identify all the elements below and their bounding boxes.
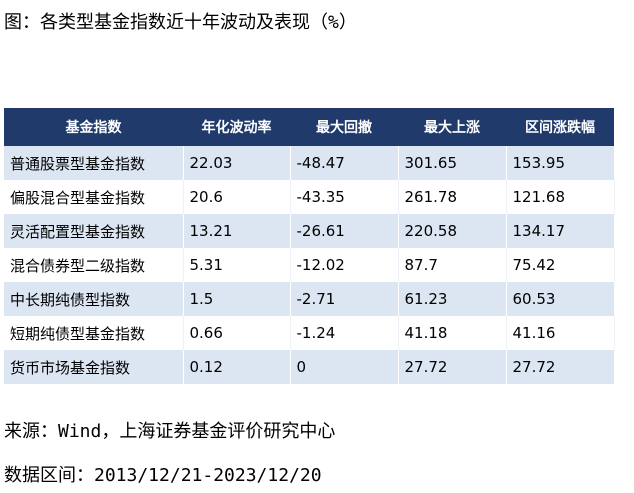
source: 来源：Wind，上海证券基金评价研究中心	[4, 421, 336, 442]
table-cell: 5.31	[183, 248, 291, 282]
column-header: 最大上涨	[398, 108, 506, 146]
table-cell: 261.78	[398, 180, 507, 214]
table-cell: 偏股混合型基金指数	[4, 180, 184, 214]
table-cell: 1.5	[183, 282, 291, 316]
table-row: 短期纯债型基金指数 0.66 -1.24 41.18 41.16	[4, 316, 615, 350]
table-cell: 短期纯债型基金指数	[4, 316, 184, 350]
table-cell: 20.6	[183, 180, 291, 214]
table-cell: 22.03	[183, 146, 291, 180]
table-row: 混合债券型二级指数 5.31 -12.02 87.7 75.42	[4, 248, 615, 282]
table-cell: -12.02	[290, 248, 399, 282]
table-cell: 27.72	[398, 350, 507, 384]
table-row: 普通股票型基金指数 22.03 -48.47 301.65 153.95	[4, 146, 615, 180]
table-row: 货币市场基金指数 0.12 0 27.72 27.72	[4, 350, 615, 384]
table-cell: 41.16	[506, 316, 615, 350]
table-cell: -43.35	[290, 180, 399, 214]
table-cell: 0.66	[183, 316, 291, 350]
column-header: 区间涨跌幅	[506, 108, 614, 146]
table-cell: 中长期纯债型指数	[4, 282, 184, 316]
column-header: 最大回撤	[290, 108, 398, 146]
table-cell: 134.17	[506, 214, 615, 248]
table-cell: -1.24	[290, 316, 399, 350]
table-row: 偏股混合型基金指数 20.6 -43.35 261.78 121.68	[4, 180, 615, 214]
table-cell: 灵活配置型基金指数	[4, 214, 184, 248]
table-cell: -2.71	[290, 282, 399, 316]
table: 基金指数 年化波动率 最大回撤 最大上涨 区间涨跌幅 普通股票型基金指数 22.03 -48…	[4, 108, 615, 384]
table-cell: -26.61	[290, 214, 399, 248]
table-row: 中长期纯债型指数 1.5 -2.71 61.23 60.53	[4, 282, 615, 316]
table-cell: 货币市场基金指数	[4, 350, 184, 384]
table-body: 普通股票型基金指数 22.03 -48.47 301.65 153.95 偏股混合型基金指…	[4, 146, 615, 384]
table-cell: 87.7	[398, 248, 507, 282]
table-cell: 混合债券型二级指数	[4, 248, 184, 282]
table-cell: 60.53	[506, 282, 615, 316]
column-header: 基金指数	[4, 108, 183, 146]
table-cell: 75.42	[506, 248, 615, 282]
table-cell: 121.68	[506, 180, 615, 214]
table-cell: 220.58	[398, 214, 507, 248]
table-cell: 301.65	[398, 146, 507, 180]
title: 图：各类型基金指数近十年波动及表现（%）	[4, 12, 357, 33]
table-cell: 0	[290, 350, 399, 384]
table-row: 灵活配置型基金指数 13.21 -26.61 220.58 134.17	[4, 214, 615, 248]
period: 数据区间：2013/12/21-2023/12/20	[4, 465, 322, 486]
table-cell: 27.72	[506, 350, 615, 384]
table-cell: -48.47	[290, 146, 399, 180]
column-header: 年化波动率	[183, 108, 290, 146]
header-row: 基金指数 年化波动率 最大回撤 最大上涨 区间涨跌幅	[4, 108, 614, 146]
table-cell: 153.95	[506, 146, 615, 180]
table-cell: 13.21	[183, 214, 291, 248]
table-cell: 41.18	[398, 316, 507, 350]
table-cell: 普通股票型基金指数	[4, 146, 184, 180]
table-cell: 0.12	[183, 350, 291, 384]
table-cell: 61.23	[398, 282, 507, 316]
